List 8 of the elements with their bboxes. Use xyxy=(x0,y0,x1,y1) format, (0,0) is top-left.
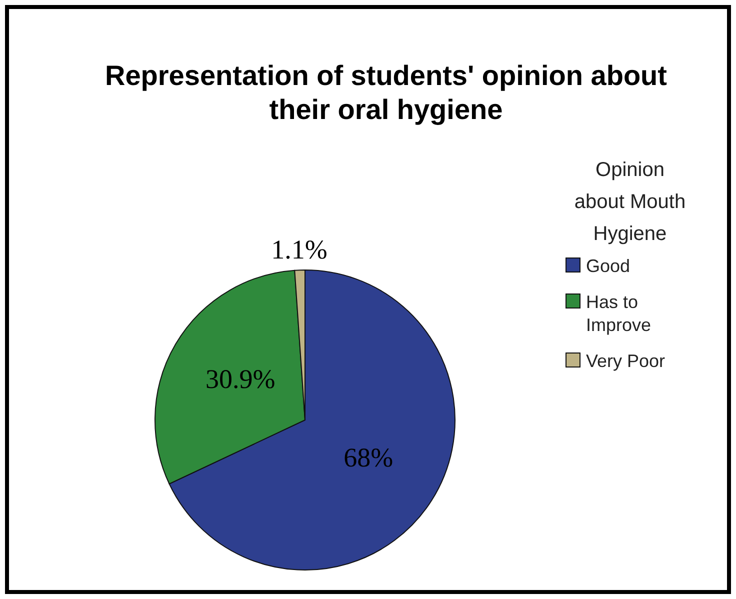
legend-title: Opinion about Mouth Hygiene xyxy=(574,159,686,245)
data-label: 1.1% xyxy=(271,234,328,264)
legend-label: Good xyxy=(586,256,630,276)
legend-label: Has to Improve xyxy=(586,292,652,335)
legend-label: Very Poor xyxy=(586,351,666,371)
chart-title: Representation of students' opinion about their oral hygiene xyxy=(105,60,667,125)
data-label: 68% xyxy=(344,442,394,472)
data-label: 30.9% xyxy=(205,364,276,394)
